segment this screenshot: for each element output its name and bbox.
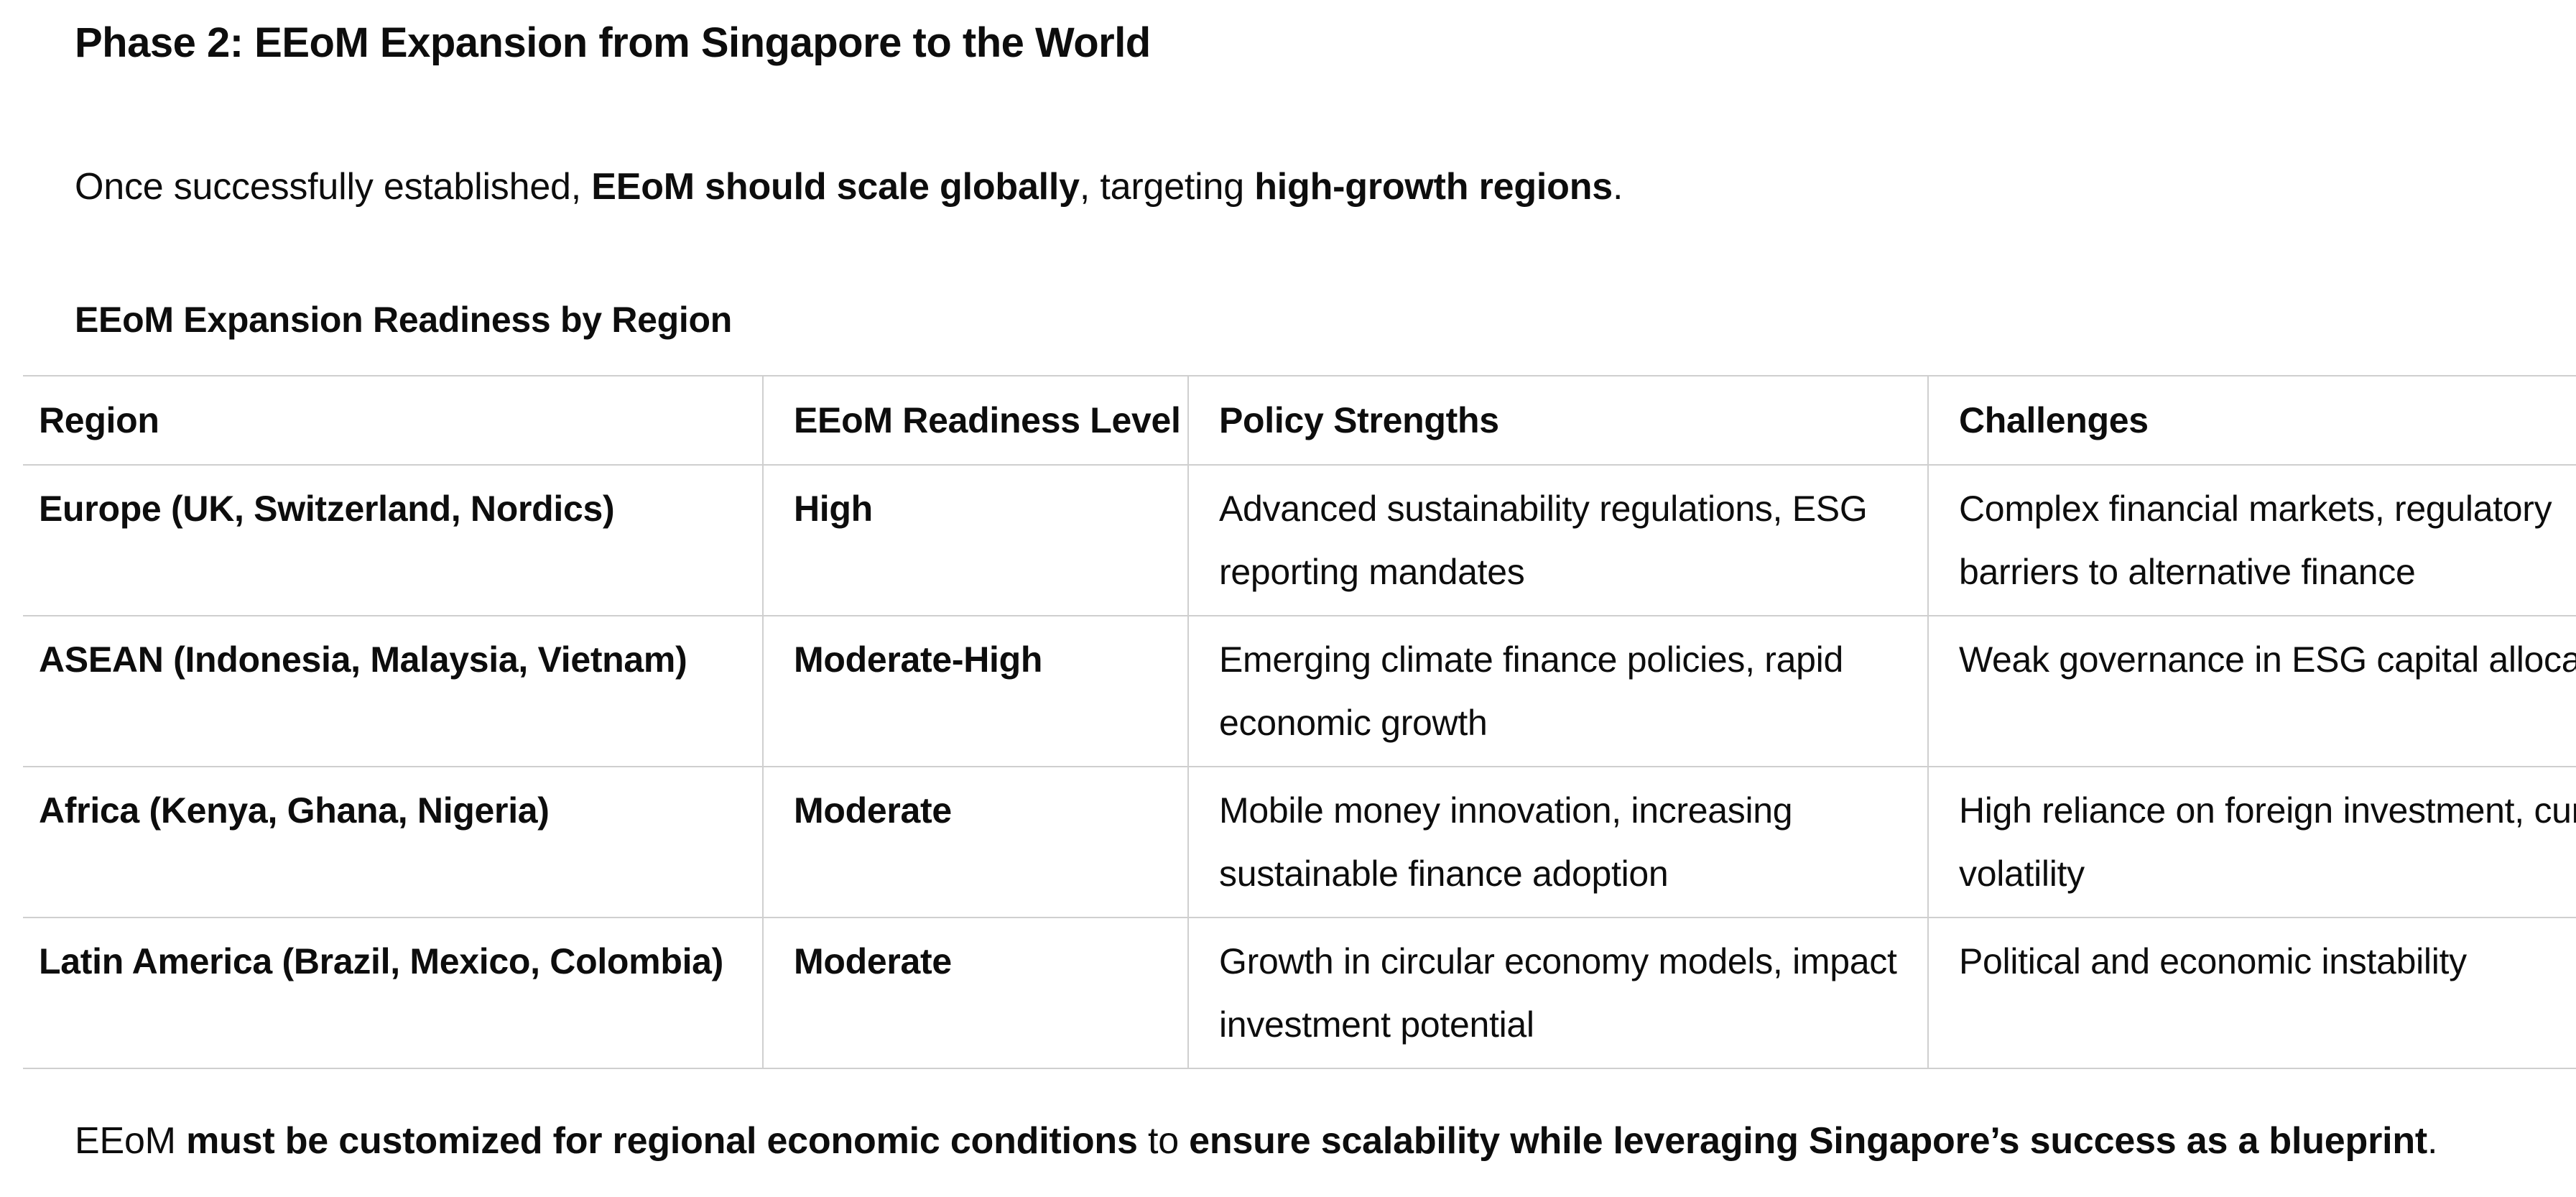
table-row: Europe (UK, Switzerland, Nordics) High A… <box>23 464 2576 616</box>
cell-readiness: High <box>762 464 1188 616</box>
cell-readiness: Moderate <box>762 766 1188 918</box>
cell-strengths: Mobile money innovation, increasing sust… <box>1187 766 1928 918</box>
cell-challenges: Weak governance in ESG capital allocati <box>1927 615 2576 767</box>
table-header-row: Region EEoM Readiness Level Policy Stren… <box>23 375 2576 466</box>
section-heading: Phase 2: EEoM Expansion from Singapore t… <box>75 19 1151 66</box>
intro-text-1: Once successfully established, <box>75 166 592 208</box>
readiness-table-container: Region EEoM Readiness Level Policy Stren… <box>23 375 2576 1072</box>
closing-text-2: to <box>1137 1120 1190 1162</box>
cell-region: Europe (UK, Switzerland, Nordics) <box>23 464 763 616</box>
intro-text-2: , targeting <box>1079 166 1255 208</box>
header-readiness: EEoM Readiness Level <box>762 375 1188 466</box>
table-row: Latin America (Brazil, Mexico, Colombia)… <box>23 917 2576 1069</box>
cell-challenges: Complex financial markets, regulatory ba… <box>1927 464 2576 616</box>
cell-readiness: Moderate-High <box>762 615 1188 767</box>
closing-paragraph: EEoM must be customized for regional eco… <box>75 1119 2438 1163</box>
closing-text-1: EEoM <box>75 1120 187 1162</box>
closing-text-3: . <box>2427 1120 2438 1162</box>
closing-bold-2: ensure scalability while leveraging Sing… <box>1189 1120 2428 1162</box>
intro-text-3: . <box>1613 166 1623 208</box>
cell-challenges: Political and economic instability <box>1927 917 2576 1069</box>
cell-readiness: Moderate <box>762 917 1188 1069</box>
cell-region: Latin America (Brazil, Mexico, Colombia) <box>23 917 763 1069</box>
cell-region: ASEAN (Indonesia, Malaysia, Vietnam) <box>23 615 763 767</box>
readiness-table: Region EEoM Readiness Level Policy Stren… <box>23 375 2576 1069</box>
cell-strengths: Emerging climate finance policies, rapid… <box>1187 615 1928 767</box>
table-row: Africa (Kenya, Ghana, Nigeria) Moderate … <box>23 766 2576 918</box>
closing-bold-1: must be customized for regional economic… <box>186 1120 1138 1162</box>
intro-bold-2: high-growth regions <box>1254 166 1613 208</box>
header-policy-strengths: Policy Strengths <box>1187 375 1928 466</box>
cell-strengths: Growth in circular economy models, impac… <box>1187 917 1928 1069</box>
header-region: Region <box>23 375 763 466</box>
table-title: EEoM Expansion Readiness by Region <box>75 300 732 340</box>
cell-challenges: High reliance on foreign investment, cur… <box>1927 766 2576 918</box>
intro-bold-1: EEoM should scale globally <box>591 166 1080 208</box>
intro-paragraph: Once successfully established, EEoM shou… <box>75 165 1623 208</box>
table-row: ASEAN (Indonesia, Malaysia, Vietnam) Mod… <box>23 615 2576 767</box>
cell-region: Africa (Kenya, Ghana, Nigeria) <box>23 766 763 918</box>
cell-strengths: Advanced sustainability regulations, ESG… <box>1187 464 1928 616</box>
header-challenges: Challenges <box>1927 375 2576 466</box>
